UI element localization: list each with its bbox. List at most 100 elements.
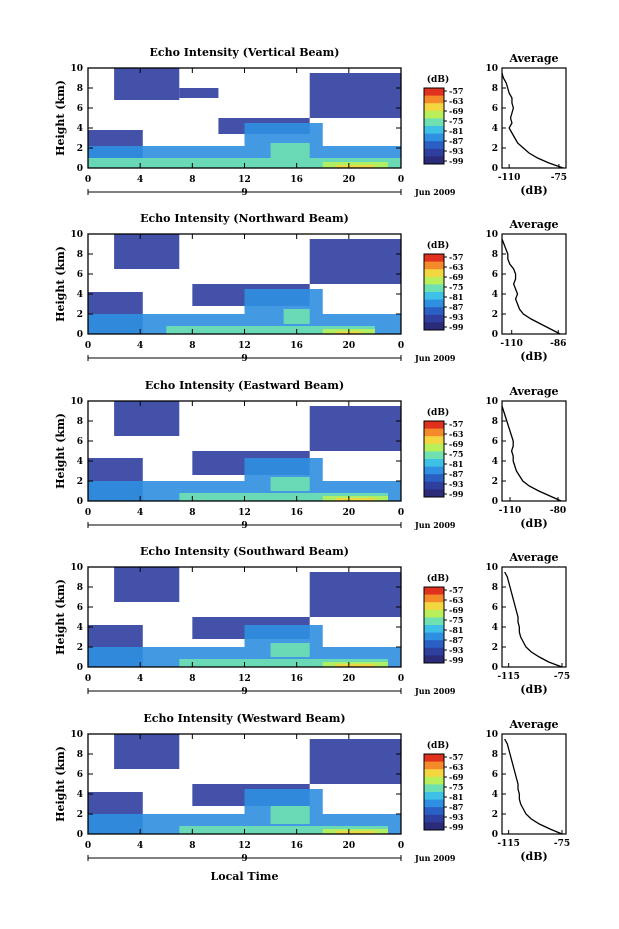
date-marker: 9	[241, 687, 247, 697]
profile-title: Average	[508, 551, 558, 564]
colorbar-swatch	[424, 640, 444, 649]
profile-y-tick-label: 2	[492, 144, 498, 154]
y-tick-label: 2	[77, 144, 83, 154]
colorbar-tick-label: -99	[449, 822, 464, 832]
profile-y-tick-label: 10	[485, 397, 498, 407]
colorbar-swatch	[424, 156, 444, 165]
profile-x-tick-label: -75	[554, 839, 570, 849]
panel-title: Echo Intensity (Westward Beam)	[143, 712, 345, 725]
colorbar-frame	[423, 420, 445, 498]
y-tick-label: 8	[77, 417, 83, 427]
heatmap-field	[88, 734, 401, 834]
y-tick-label: 6	[77, 104, 83, 114]
x-tick-label: 16	[290, 674, 303, 684]
colorbar-swatch	[424, 625, 444, 634]
profile-line	[501, 72, 564, 169]
x-tick-label: 16	[290, 175, 303, 185]
colorbar-tick-label: -63	[449, 262, 464, 272]
colorbar-swatch	[424, 261, 444, 270]
heatmap-cell	[244, 458, 323, 481]
colorbar-swatch	[424, 807, 444, 816]
y-tick-label: 8	[77, 250, 83, 260]
profile-x-label: (dB)	[520, 184, 547, 197]
profile-y-tick-label: 10	[485, 64, 498, 74]
y-tick-label: 10	[70, 230, 83, 240]
y-tick-label: 0	[77, 330, 83, 340]
heatmap-cell	[114, 401, 180, 436]
colorbar-frame	[423, 87, 445, 165]
y-tick-label: 10	[70, 563, 83, 573]
heatmap-cell	[179, 826, 388, 834]
colorbar-swatch	[424, 792, 444, 801]
heatmap-cell	[179, 493, 388, 501]
profile-y-tick-label: 0	[492, 497, 498, 507]
colorbar-swatch	[424, 799, 444, 808]
x-axis-label: Local Time	[211, 870, 279, 883]
colorbar-tick-label: -63	[449, 595, 464, 605]
x-tick-label: 20	[343, 341, 356, 351]
heatmap-cell	[335, 498, 375, 501]
x-tick-label: 16	[290, 841, 303, 851]
heatmap-field	[88, 567, 401, 667]
x-tick-label: 4	[137, 674, 143, 684]
x-tick-label: 12	[238, 674, 251, 684]
heatmap-cell	[309, 73, 401, 118]
x-tick-label: 0	[398, 175, 404, 185]
panel-3: Echo Intensity (Southward Beam)0246810He…	[54, 545, 570, 697]
colorbar-tick-label: -75	[449, 282, 463, 292]
profile-y-tick-label: 10	[485, 730, 498, 740]
profile-x-tick-label: -75	[554, 672, 570, 682]
y-tick-label: 2	[77, 310, 83, 320]
colorbar-tick-label: -57	[449, 252, 463, 262]
colorbar-swatch	[424, 88, 444, 97]
x-tick-label: 8	[189, 341, 195, 351]
colorbar-swatch	[424, 761, 444, 770]
colorbar-swatch	[424, 254, 444, 263]
colorbar-tick-label: -93	[449, 812, 464, 822]
y-tick-label: 6	[77, 770, 83, 780]
heatmap-cell	[270, 643, 310, 657]
profile-frame	[501, 566, 567, 668]
date-marker: 9	[241, 521, 247, 531]
y-axis-label: Height (km)	[54, 413, 67, 489]
y-tick-label: 4	[77, 457, 83, 467]
profile-line	[501, 405, 562, 502]
y-tick-label: 8	[77, 84, 83, 94]
colorbar-tick-label: -99	[449, 156, 464, 166]
colorbar-swatch	[424, 602, 444, 611]
colorbar-swatch	[424, 632, 444, 641]
colorbar-swatch	[424, 276, 444, 285]
profile-y-tick-label: 8	[492, 583, 498, 593]
y-tick-label: 8	[77, 583, 83, 593]
colorbar-swatch	[424, 451, 444, 460]
x-tick-label: 0	[85, 841, 91, 851]
profile-y-tick-label: 8	[492, 750, 498, 760]
colorbar-unit: (dB)	[427, 407, 449, 418]
colorbar-swatch	[424, 822, 444, 831]
profile-frame	[501, 233, 567, 335]
profile-y-tick-label: 8	[492, 417, 498, 427]
colorbar-tick-label: -93	[449, 312, 464, 322]
date-label: Jun 2009	[414, 853, 456, 863]
profile-frame	[501, 67, 567, 169]
profile-x-tick-label: -86	[550, 339, 566, 349]
x-tick-label: 0	[398, 508, 404, 518]
colorbar-tick-label: -57	[449, 752, 463, 762]
y-tick-label: 8	[77, 750, 83, 760]
y-tick-label: 4	[77, 790, 83, 800]
x-tick-label: 0	[85, 674, 91, 684]
panel-4: Echo Intensity (Westward Beam)0246810Hei…	[54, 712, 570, 864]
profile-y-tick-label: 0	[492, 663, 498, 673]
x-tick-label: 20	[343, 175, 356, 185]
colorbar-tick-label: -87	[449, 136, 463, 146]
y-axis-label: Height (km)	[54, 80, 67, 156]
y-tick-label: 0	[77, 663, 83, 673]
colorbar-unit: (dB)	[427, 240, 449, 251]
colorbar-tick-label: -87	[449, 302, 463, 312]
x-tick-label: 20	[343, 674, 356, 684]
colorbar-swatch	[424, 443, 444, 452]
colorbar-swatch	[424, 118, 444, 127]
y-axis-label: Height (km)	[54, 579, 67, 655]
colorbar-tick-label: -63	[449, 762, 464, 772]
colorbar-swatch	[424, 126, 444, 135]
